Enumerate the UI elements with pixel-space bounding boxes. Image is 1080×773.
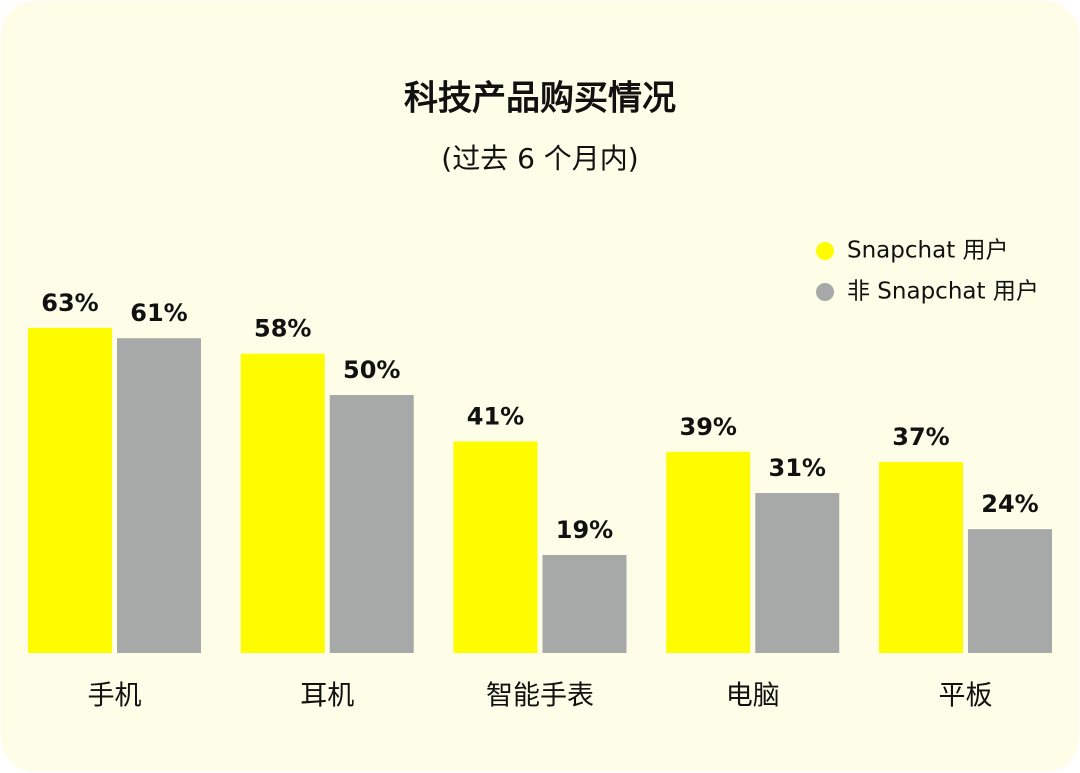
x-tick-label: 电脑: [726, 681, 780, 712]
value-label: 63%: [41, 289, 98, 317]
bar: [28, 327, 112, 653]
value-label: 19%: [556, 516, 613, 544]
chart-subtitle: (过去 6 个月内): [441, 142, 638, 175]
bar: [968, 529, 1052, 653]
bar: [453, 441, 538, 653]
value-label: 39%: [680, 413, 737, 441]
value-label: 61%: [130, 299, 187, 327]
bar: [329, 395, 414, 653]
bar: [879, 462, 963, 653]
legend-marker: [816, 283, 834, 301]
value-label: 31%: [769, 454, 826, 482]
bar: [542, 554, 627, 653]
legend-marker: [816, 242, 834, 260]
bar: [666, 451, 751, 653]
legend-label: Snapchat 用户: [847, 238, 1009, 264]
x-tick-label: 智能手表: [486, 681, 594, 712]
value-label: 50%: [343, 356, 400, 384]
value-label: 41%: [467, 402, 524, 430]
chart-title: 科技产品购买情况: [404, 79, 676, 119]
value-label: 58%: [254, 315, 311, 343]
legend-label: 非 Snapchat 用户: [847, 279, 1039, 305]
bar: [117, 338, 201, 653]
x-tick-label: 平板: [939, 681, 993, 712]
x-tick-label: 手机: [88, 681, 142, 712]
x-tick-label: 耳机: [300, 681, 354, 712]
value-label: 24%: [981, 490, 1038, 518]
bar: [240, 353, 325, 653]
value-label: 37%: [892, 423, 949, 451]
bar: [755, 493, 840, 653]
